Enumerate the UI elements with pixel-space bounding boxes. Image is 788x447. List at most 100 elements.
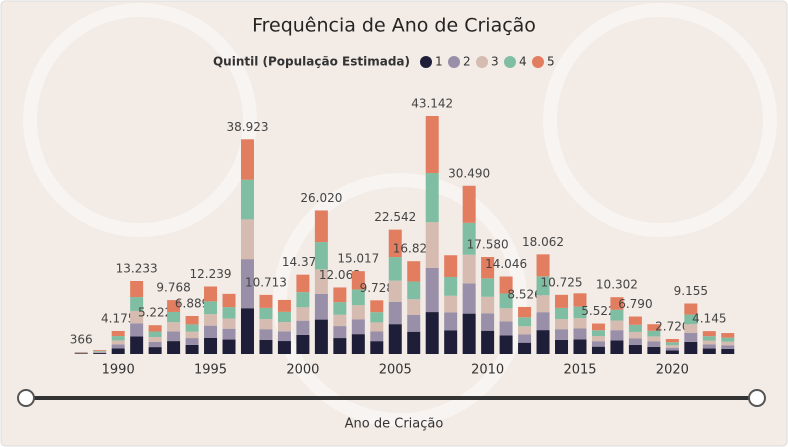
bar-segment [702,348,716,354]
bar-segment [314,269,328,294]
bar-segment [240,139,254,180]
bar-segment [388,301,402,325]
bar-segment [370,322,384,332]
bar-segment [296,320,310,335]
total-label: 14.046 [485,257,527,271]
bar-segment [185,324,199,332]
bar-segment [93,350,107,351]
bar-segment [388,280,402,302]
bar-segment [462,313,476,354]
total-label: 10.302 [596,278,638,292]
bar-segment [536,312,550,331]
bar-segment [130,310,144,324]
bar-segment [111,336,125,341]
bar-segment [481,257,495,279]
bar-segment [167,311,181,323]
bar-segment [444,255,458,277]
bar-segment [222,339,236,354]
bar-segment [240,308,254,354]
bar-segment [130,297,144,311]
legend-label: 5 [547,55,555,69]
bar-segment [425,267,439,313]
bar-segment [93,353,107,354]
bar-segment [573,339,587,354]
bar-segment [665,342,679,346]
legend-swatch [420,56,432,68]
bar-segment [277,311,291,323]
bar-segment [314,210,328,243]
bar-segment [185,338,199,345]
bar-segment [222,293,236,308]
bar-segment [333,326,347,339]
legend: 1 2 3 4 5 [420,55,555,69]
bar-segment [628,345,642,354]
bar-segment [148,341,162,348]
x-tick-label: 2010 [471,363,504,378]
bar-segment [259,319,273,330]
x-tick-label: 2000 [286,363,319,378]
bar-segment [591,336,605,342]
bar-segment [277,331,291,342]
bar-segment [721,348,735,354]
bar-segment [351,289,365,306]
bar-segment [610,340,624,354]
bar-segment [444,330,458,354]
bar-segment [148,337,162,342]
legend-swatch [448,56,460,68]
bar-segment [462,222,476,255]
total-label: 30.490 [448,166,490,180]
slider-handle[interactable] [17,389,35,407]
bar-segment [555,339,569,354]
bar-segment [684,324,698,333]
bar-segment [702,344,716,349]
total-label: 4.175 [101,311,135,325]
bar-segment [591,323,605,331]
bar-segment [388,257,402,281]
total-label: 38.923 [226,120,268,134]
bar-segment [702,331,716,337]
bar-segment [647,330,661,337]
bar-segment [204,314,218,326]
bar-segment [388,324,402,354]
total-label: 2.720 [655,319,689,333]
total-label: 9.728 [360,281,394,295]
bar-segment [222,307,236,319]
bar-segment [444,312,458,331]
legend-label: 3 [491,55,499,69]
bar-segment [277,322,291,332]
bar-segment [204,337,218,354]
total-label: 26.020 [300,191,342,205]
bar-segment [425,222,439,268]
bar-segment [684,303,698,315]
bar-segment [665,338,679,343]
bar-segment [610,297,624,310]
bar-segment [481,296,495,314]
total-label: 9.768 [156,281,190,295]
slider-handle[interactable] [748,389,766,407]
bar-segment [628,338,642,346]
bar-segment [665,345,679,348]
bar-segment [647,346,661,354]
bar-segment [573,306,587,319]
bar-segment [684,314,698,325]
bar-segment [333,287,347,303]
bar-segment [425,173,439,223]
total-label: 5.222 [138,306,172,320]
bar-segment [93,350,107,352]
bar-segment [370,331,384,342]
bar-segment [536,330,550,354]
legend-swatch [532,56,544,68]
bar-segment [370,300,384,313]
bar-segment [314,293,328,320]
bar-segment [462,254,476,284]
bar-segment [148,347,162,354]
bar-segment [185,344,199,354]
bar-segment [259,307,273,320]
bar-segment [296,292,310,308]
bar-segment [555,329,569,340]
bar-segment [388,229,402,258]
x-tick-label: 1990 [102,363,135,378]
total-label: 12.062 [319,268,361,282]
bar-segment [702,340,716,345]
bar-segment [647,324,661,331]
